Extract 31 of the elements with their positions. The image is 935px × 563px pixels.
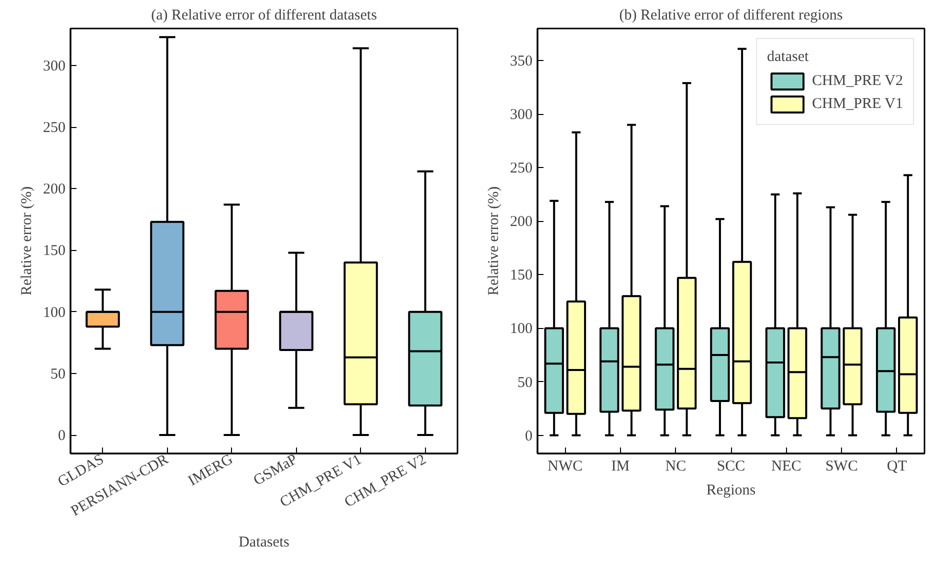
y-tick-label: 150: [510, 268, 532, 284]
legend-label: CHM_PRE V2: [812, 72, 903, 90]
y-tick-label: 0: [58, 428, 66, 444]
x-tick-label: NEC: [771, 458, 802, 474]
chart-title: (a) Relative error of different datasets: [151, 8, 378, 24]
y-tick-label: 300: [43, 58, 66, 74]
legend-title: dataset: [767, 49, 810, 66]
x-tick-label: SCC: [716, 458, 746, 474]
legend-label: CHM_PRE V1: [812, 96, 903, 112]
x-tick-label: NWC: [548, 458, 583, 474]
y-tick-label: 200: [43, 182, 66, 198]
chart-title: (b) Relative error of different regions: [619, 8, 843, 24]
x-axis-title: Datasets: [238, 534, 290, 551]
x-tick-label: QT: [886, 458, 907, 474]
y-tick-label: 0: [525, 428, 532, 444]
x-axis-title: Regions: [706, 482, 756, 498]
x-tick-label: SWC: [825, 458, 858, 474]
y-tick-label: 100: [510, 321, 532, 338]
y-axis-title: Relative error (%): [19, 186, 35, 296]
y-tick-label: 50: [50, 366, 66, 382]
x-tick-label: IM: [611, 458, 630, 474]
y-tick-label: 250: [510, 160, 532, 177]
y-tick-label: 100: [43, 304, 66, 321]
y-tick-label: 300: [510, 107, 532, 124]
y-tick-label: 250: [43, 120, 66, 136]
y-tick-label: 50: [518, 374, 532, 391]
y-axis-title: Relative error (%): [486, 186, 502, 296]
y-tick-label: 200: [510, 214, 532, 230]
y-tick-label: 350: [510, 54, 532, 70]
x-tick-label: NC: [665, 458, 686, 474]
y-tick-label: 150: [43, 243, 66, 260]
